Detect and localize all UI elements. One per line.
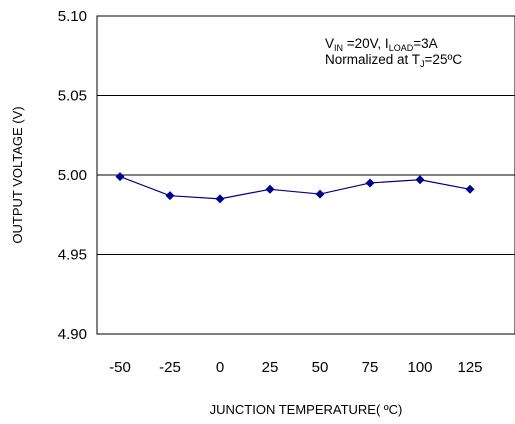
data-point-marker [415,175,425,185]
x-tick-labels: -50 -25 0 25 50 75 100 125 [109,359,482,376]
y-axis-title: OUTPUT VOLTAGE (V) [10,106,25,243]
y-tick-label: 5.05 [58,88,87,105]
x-tick-label: 25 [262,359,279,376]
data-point-marker [465,184,475,194]
x-tick-label: 50 [312,359,329,376]
x-tick-label: -25 [159,359,181,376]
series-polyline [119,176,471,200]
y-tick-label: 4.95 [58,247,87,264]
x-tick-label: 100 [407,359,432,376]
y-tick-labels: 5.10 5.05 5.00 4.95 4.90 [58,8,87,343]
x-axis-title: JUNCTION TEMPERATURE( ºC) [210,402,403,417]
x-tick-label: 125 [457,359,482,376]
data-point-marker [215,194,225,204]
series-line [115,172,475,204]
data-point-marker [365,178,375,188]
y-tick-label: 5.00 [58,167,87,184]
x-tick-label: 0 [216,359,224,376]
plot-frame [96,15,515,335]
annotation-line-1: VIN =20V, ILOAD=3A [325,36,438,53]
y-tick-label: 4.90 [58,326,87,343]
y-tick-label: 5.10 [58,8,87,25]
x-tick-label: -50 [109,359,131,376]
gridlines [97,95,515,255]
data-point-marker [165,191,175,201]
data-point-marker [315,189,325,199]
annotation-line-2: Normalized at TJ=25ºC [325,52,462,69]
annotation: VIN =20V, ILOAD=3A Normalized at TJ=25ºC [325,36,462,69]
data-point-marker [115,172,125,182]
data-point-marker [265,184,275,194]
x-tick-label: 75 [362,359,379,376]
